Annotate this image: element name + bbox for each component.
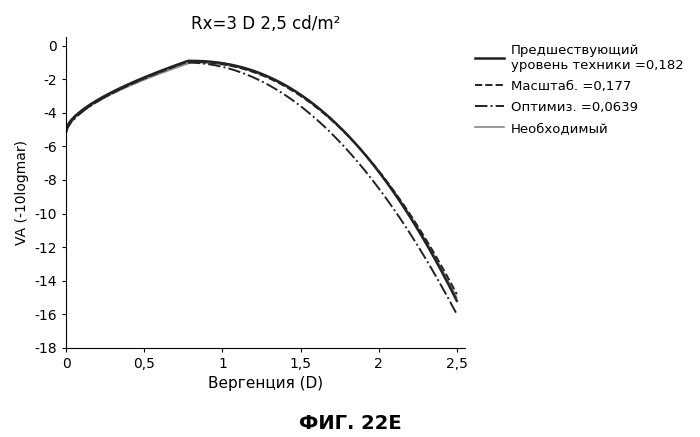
X-axis label: Вергенция (D): Вергенция (D) [208,376,323,392]
Text: ФИГ. 22E: ФИГ. 22E [299,414,401,433]
Legend: Предшествующий
уровень техники =0,182, Масштаб. =0,177, Оптимиз. =0,0639, Необхо: Предшествующий уровень техники =0,182, М… [475,44,684,135]
Title: Rx=3 D 2,5 cd/m²: Rx=3 D 2,5 cd/m² [190,15,340,33]
Y-axis label: VA (-10logmar): VA (-10logmar) [15,140,29,245]
